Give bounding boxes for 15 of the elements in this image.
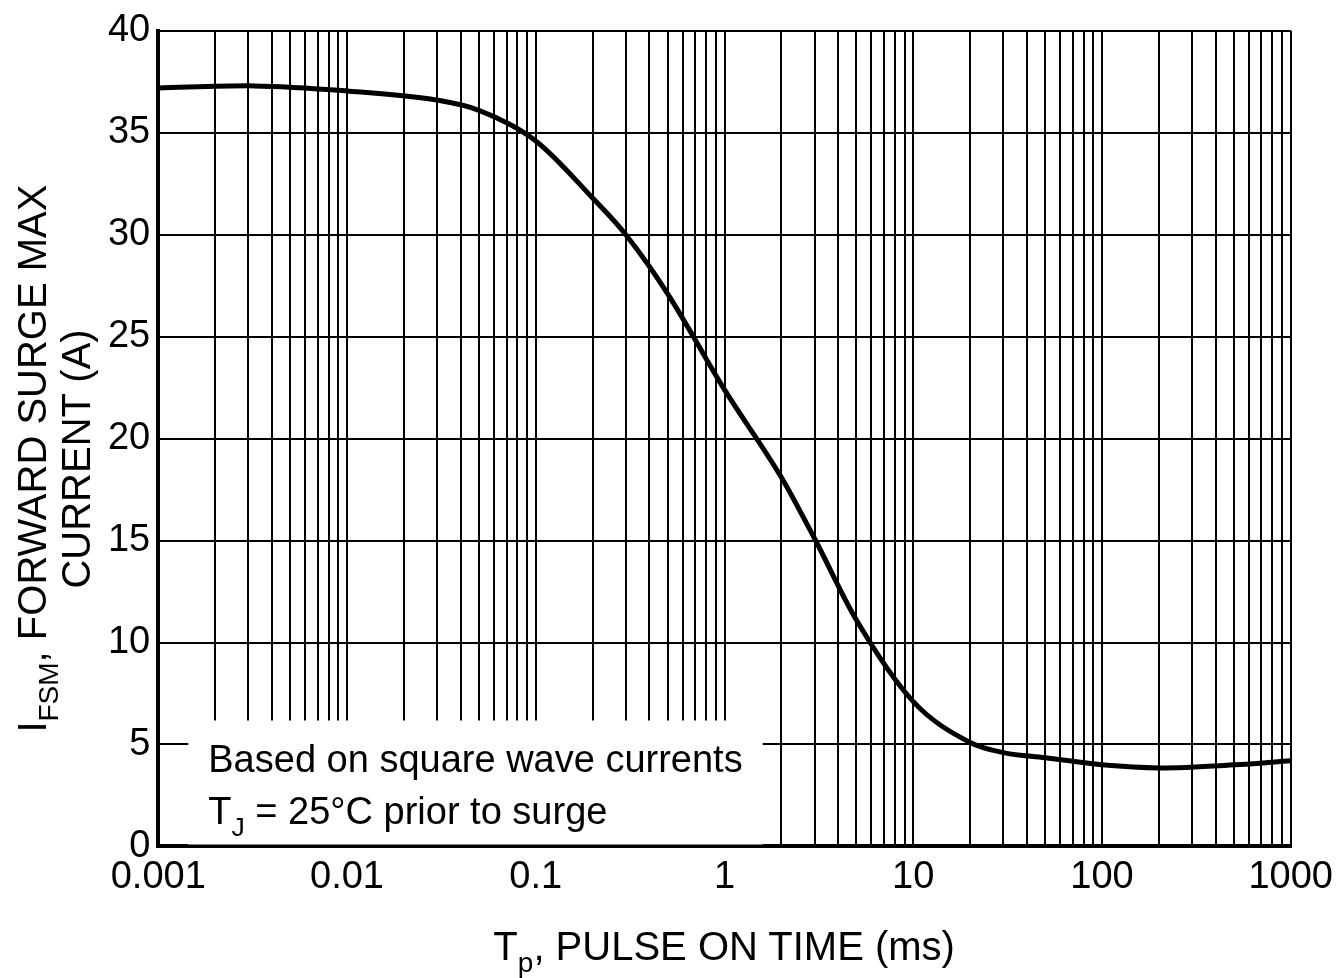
x-tick-label: 1000 <box>1248 853 1334 896</box>
y-tick-label: 25 <box>107 313 151 356</box>
x-tick-label: 100 <box>1070 853 1134 896</box>
y-tick-label: 40 <box>107 7 151 50</box>
y-tick-label: 20 <box>107 415 151 458</box>
y-tick-label: 15 <box>107 517 151 560</box>
x-tick-label: 10 <box>892 853 935 896</box>
y-tick-label: 30 <box>107 211 151 254</box>
y-tick-label: 5 <box>129 720 151 763</box>
y-axis-title: IFSM, FORWARD SURGE MAX CURRENT (A) <box>10 184 98 733</box>
y-tick-label: 10 <box>107 618 151 661</box>
x-tick-label: 0.1 <box>509 853 563 896</box>
y-tick-label: 35 <box>107 109 151 152</box>
x-tick-label: 1 <box>713 853 736 896</box>
x-tick-label: 0.01 <box>310 853 384 896</box>
